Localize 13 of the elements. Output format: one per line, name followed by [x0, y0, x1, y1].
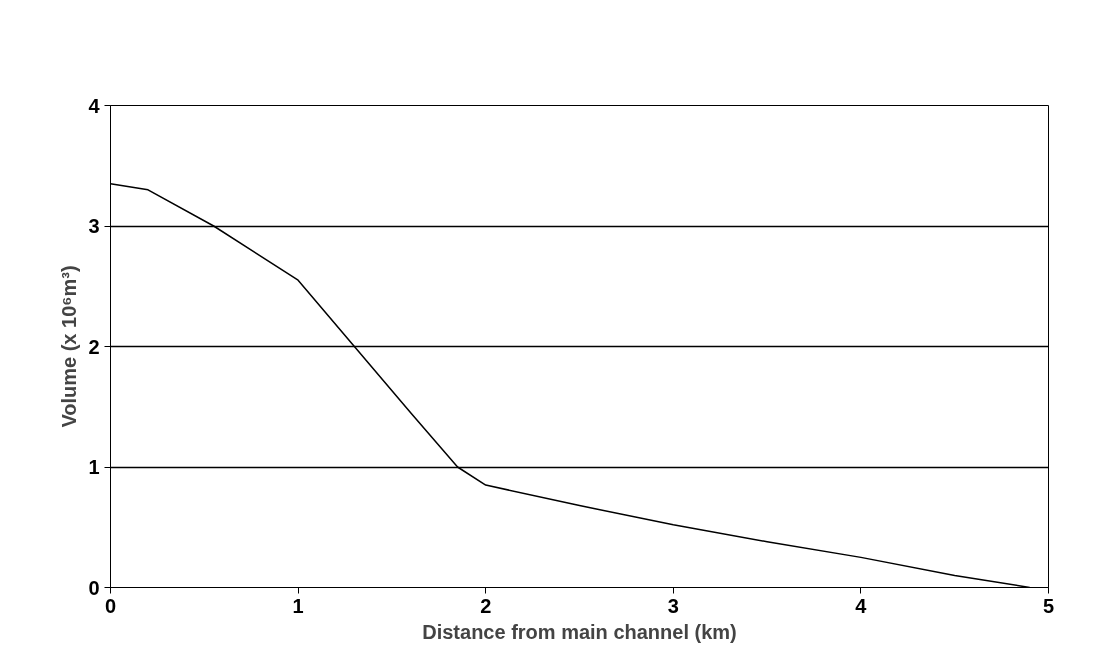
y-tick-label: 4 — [88, 94, 101, 117]
y-tick-label: 3 — [88, 215, 100, 237]
x-tick-label: 5 — [1042, 594, 1055, 617]
y-axis-title: Volume (x 10⁶m³) — [58, 265, 81, 428]
y-tick-label: 2 — [88, 335, 100, 358]
x-tick-label: 1 — [292, 594, 304, 617]
y-tick-label: 1 — [88, 456, 100, 478]
y-tick-label: 0 — [88, 576, 100, 599]
x-tick-label: 0 — [104, 594, 117, 617]
x-tick-label: 2 — [480, 594, 492, 617]
x-tick-label: 4 — [855, 594, 868, 617]
x-axis-title: Distance from main channel (km) — [422, 620, 737, 643]
x-tick-label: 3 — [667, 594, 679, 617]
